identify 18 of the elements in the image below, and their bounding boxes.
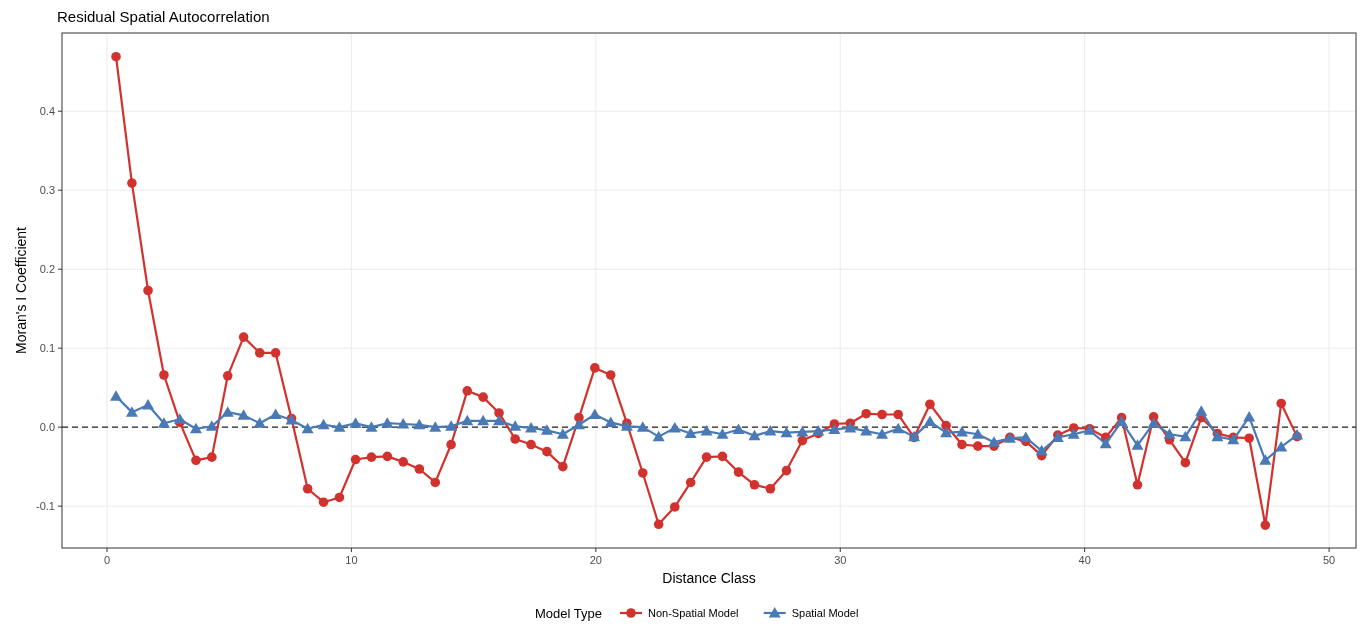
x-tick-label: 20 bbox=[589, 554, 602, 566]
legend-label: Spatial Model bbox=[791, 606, 859, 619]
legend-label: Non-Spatial Model bbox=[648, 606, 739, 619]
y-tick-label: 0.4 bbox=[39, 105, 55, 118]
y-tick-label: 0.2 bbox=[39, 263, 55, 276]
x-tick-label: 50 bbox=[1322, 554, 1336, 566]
y-tick-label: -0.1 bbox=[36, 499, 55, 512]
x-tick-label: 10 bbox=[345, 554, 358, 566]
y-tick-label: 0.3 bbox=[39, 184, 55, 197]
x-axis-title: Distance Class bbox=[662, 570, 756, 586]
y-tick-label: 0.1 bbox=[39, 342, 55, 355]
y-tick-label: 0.0 bbox=[39, 421, 55, 433]
legend-title: Model Type bbox=[535, 605, 602, 621]
x-tick-label: 30 bbox=[834, 554, 847, 566]
chart-title: Residual Spatial Autocorrelation bbox=[57, 8, 270, 25]
x-tick-label: 40 bbox=[1078, 554, 1091, 566]
y-axis-title: Moran's I Coefficient bbox=[13, 226, 29, 354]
x-tick-label: 0 bbox=[103, 554, 111, 566]
